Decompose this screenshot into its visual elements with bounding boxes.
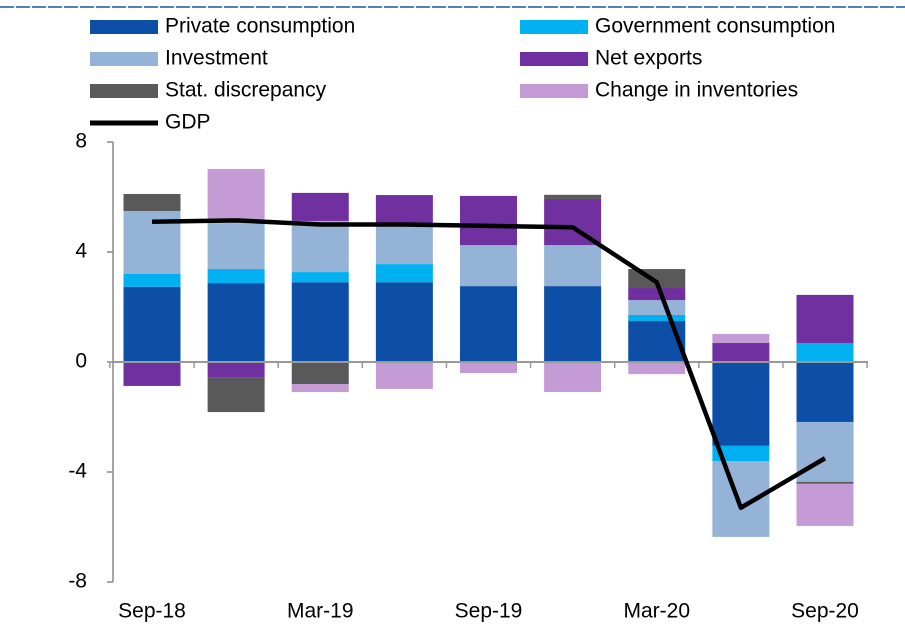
bar (207, 269, 265, 284)
bar (628, 314, 686, 322)
bar (460, 362, 517, 373)
bar (628, 288, 686, 301)
bar (460, 195, 517, 246)
bar (291, 282, 349, 362)
bar (712, 343, 770, 362)
bar (375, 223, 433, 265)
bar (796, 481, 854, 484)
bar (628, 300, 686, 315)
bar (291, 384, 349, 392)
bar (796, 362, 854, 422)
line (151, 218, 827, 510)
bar (796, 421, 854, 482)
bar (123, 362, 181, 386)
legend-swatch (520, 84, 588, 98)
bar (712, 362, 770, 446)
bar (207, 283, 265, 362)
bar (796, 294, 854, 344)
bar (712, 461, 770, 537)
y-tick-label: 4 (75, 240, 87, 263)
bar (460, 245, 517, 287)
bar (712, 445, 770, 461)
legend-label: Stat. discrepancy (165, 79, 327, 102)
bar (796, 483, 854, 526)
legend-swatch (90, 20, 158, 34)
bar (123, 274, 181, 287)
bar (712, 333, 770, 344)
legend-label: Net exports (595, 47, 702, 70)
bar (207, 377, 265, 413)
bar (291, 220, 349, 273)
y-tick-label: 8 (75, 130, 87, 153)
bar (628, 362, 686, 375)
legend-swatch (520, 20, 588, 34)
legend-label: Investment (165, 47, 268, 70)
bar (375, 195, 433, 224)
bar (544, 362, 602, 392)
bar (375, 282, 433, 362)
bar (460, 286, 517, 362)
bar (796, 343, 854, 362)
bar (207, 362, 265, 378)
x-tick-label: Sep-18 (118, 600, 186, 623)
bar (375, 264, 433, 283)
x-tick-label: Mar-19 (287, 600, 354, 623)
legend-label: Government consumption (595, 15, 835, 38)
y-tick-label: -4 (68, 460, 87, 483)
bar (544, 194, 602, 199)
bar (123, 193, 181, 212)
bar (544, 245, 602, 287)
bar (207, 168, 265, 224)
bar (291, 362, 349, 384)
bar (291, 192, 349, 221)
legend-label: Change in inventories (595, 79, 798, 102)
legend-label: Private consumption (165, 15, 355, 38)
legend-swatch (90, 84, 158, 98)
bar (544, 286, 602, 362)
bar (375, 362, 433, 389)
legend-swatch (520, 52, 588, 66)
legend-swatch (90, 52, 158, 66)
x-tick-label: Sep-19 (455, 600, 523, 623)
x-tick-label: Mar-20 (623, 600, 690, 623)
x-tick-label: Sep-20 (791, 600, 859, 623)
bar (207, 223, 265, 270)
legend-label: GDP (165, 111, 211, 134)
y-tick-label: 0 (75, 350, 87, 373)
bar (291, 272, 349, 283)
bar (123, 286, 181, 362)
y-tick-label: -8 (68, 570, 87, 593)
